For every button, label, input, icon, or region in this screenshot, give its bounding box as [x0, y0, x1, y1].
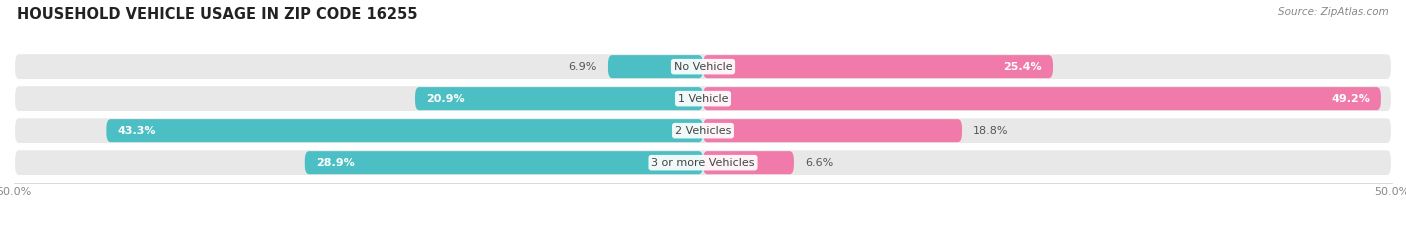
FancyBboxPatch shape [703, 151, 794, 174]
Text: 20.9%: 20.9% [426, 94, 464, 104]
Text: HOUSEHOLD VEHICLE USAGE IN ZIP CODE 16255: HOUSEHOLD VEHICLE USAGE IN ZIP CODE 1625… [17, 7, 418, 22]
Text: No Vehicle: No Vehicle [673, 62, 733, 72]
FancyBboxPatch shape [415, 87, 703, 110]
FancyBboxPatch shape [14, 149, 1392, 176]
Text: 18.8%: 18.8% [973, 126, 1008, 136]
Legend: Owner-occupied, Renter-occupied: Owner-occupied, Renter-occupied [591, 233, 815, 234]
FancyBboxPatch shape [607, 55, 703, 78]
Text: 6.9%: 6.9% [568, 62, 598, 72]
Text: 28.9%: 28.9% [316, 158, 354, 168]
Text: 25.4%: 25.4% [1004, 62, 1042, 72]
FancyBboxPatch shape [305, 151, 703, 174]
Text: 6.6%: 6.6% [806, 158, 834, 168]
FancyBboxPatch shape [107, 119, 703, 142]
Text: Source: ZipAtlas.com: Source: ZipAtlas.com [1278, 7, 1389, 17]
FancyBboxPatch shape [14, 117, 1392, 144]
Text: 2 Vehicles: 2 Vehicles [675, 126, 731, 136]
FancyBboxPatch shape [703, 87, 1381, 110]
FancyBboxPatch shape [14, 85, 1392, 112]
FancyBboxPatch shape [14, 53, 1392, 80]
Text: 3 or more Vehicles: 3 or more Vehicles [651, 158, 755, 168]
FancyBboxPatch shape [703, 119, 962, 142]
FancyBboxPatch shape [703, 55, 1053, 78]
Text: 1 Vehicle: 1 Vehicle [678, 94, 728, 104]
Text: 49.2%: 49.2% [1331, 94, 1369, 104]
Text: 43.3%: 43.3% [117, 126, 156, 136]
